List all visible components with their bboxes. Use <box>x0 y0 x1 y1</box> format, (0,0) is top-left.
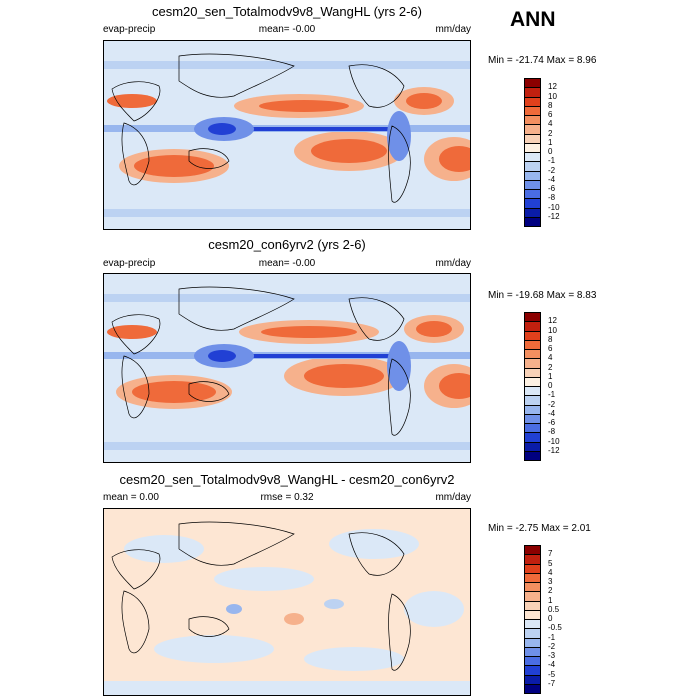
colorbar-label: 0 <box>548 381 553 390</box>
colorbar-label: 12 <box>548 316 557 326</box>
panel3-title: cesm20_sen_Totalmodv9v8_WangHL - cesm20_… <box>119 472 455 487</box>
panel2-mean: mean= -0.00 <box>258 258 316 269</box>
colorbar-label: 7 <box>548 549 553 559</box>
colorbar-label: 6 <box>548 344 553 353</box>
colorbar-label: -10 <box>548 436 560 446</box>
colorbar-label: -0.5 <box>548 623 562 633</box>
colorbar-label: -4 <box>548 408 556 418</box>
colorbar-label: 1 <box>548 137 553 147</box>
colorbar-label: -2 <box>548 641 556 651</box>
colorbar-label: 2 <box>548 362 553 372</box>
colorbar-label: 10 <box>548 325 557 335</box>
panel2-title: cesm20_con6yrv2 (yrs 2-6) <box>208 237 366 252</box>
colorbar-label: -2 <box>548 165 556 175</box>
colorbar-label: -1 <box>548 390 556 400</box>
colorbar-label: 4 <box>548 567 553 577</box>
panel3-rmse: rmse = 0.32 <box>260 492 314 503</box>
panel2-field <box>104 274 470 462</box>
colorbar-label: -1 <box>548 156 556 166</box>
colorbar-label: 0 <box>548 614 553 623</box>
colorbar-label: 0 <box>548 147 553 156</box>
panel1-map <box>103 40 471 230</box>
colorbar-label: -12 <box>548 445 560 455</box>
colorbar-label: -1 <box>548 632 556 642</box>
panel3-units: mm/day <box>435 492 471 503</box>
panel1-minmax: Min = -21.74 Max = 8.96 <box>488 55 597 66</box>
panel1-colorbar: 12 10 8 6 4 2 1 0 -1 -2 -4 -6 -8 -10 -12 <box>524 78 574 227</box>
panel1-mean: mean= -0.00 <box>258 24 316 35</box>
colorbar-label: -2 <box>548 399 556 409</box>
colorbar-label: -10 <box>548 202 560 212</box>
colorbar-label: 2 <box>548 586 553 596</box>
panel1-variable-label: evap-precip <box>103 24 156 35</box>
colorbar-swatch <box>524 450 541 461</box>
panel2-minmax: Min = -19.68 Max = 8.83 <box>488 290 597 301</box>
colorbar-label: -6 <box>548 184 556 193</box>
colorbar-swatch <box>524 216 541 227</box>
panel3-minmax: Min = -2.75 Max = 2.01 <box>488 523 591 534</box>
colorbar-label: 4 <box>548 119 553 129</box>
colorbar-label: -8 <box>548 193 556 203</box>
panel3-mean: mean = 0.00 <box>103 492 159 503</box>
colorbar-label: -4 <box>548 660 556 670</box>
colorbar-swatch <box>524 683 541 694</box>
colorbar-label: 0.5 <box>548 604 560 614</box>
colorbar-label: -6 <box>548 418 556 427</box>
colorbar-label: 12 <box>548 82 557 92</box>
colorbar-label: 8 <box>548 100 553 110</box>
colorbar-label: 5 <box>548 558 553 568</box>
panel2-units: mm/day <box>435 258 471 269</box>
panel1-title: cesm20_sen_Totalmodv9v8_WangHL (yrs 2-6) <box>152 4 422 19</box>
colorbar-label: 4 <box>548 353 553 363</box>
colorbar-label: -7 <box>548 678 556 688</box>
colorbar-label: 2 <box>548 128 553 138</box>
colorbar-label: -12 <box>548 211 560 221</box>
colorbar-label: 1 <box>548 595 553 605</box>
colorbar-label: -3 <box>548 651 556 660</box>
colorbar-label: -8 <box>548 427 556 437</box>
colorbar-label: -5 <box>548 669 556 679</box>
colorbar-label: 3 <box>548 577 553 586</box>
panel1-units: mm/day <box>435 24 471 35</box>
colorbar-label: 10 <box>548 91 557 101</box>
panel3-field <box>104 509 470 695</box>
colorbar-label: -4 <box>548 174 556 184</box>
panel2-map <box>103 273 471 463</box>
panel3-colorbar: 7 5 4 3 2 1 0.5 0 -0.5 -1 -2 -3 -4 -5 -7 <box>524 545 574 694</box>
panel2-colorbar: 12 10 8 6 4 2 1 0 -1 -2 -4 -6 -8 -10 -12 <box>524 312 574 461</box>
colorbar-label: 6 <box>548 110 553 119</box>
colorbar-label: 1 <box>548 371 553 381</box>
colorbar-label: 8 <box>548 334 553 344</box>
season-label: ANN <box>510 8 556 31</box>
panel3-map <box>103 508 471 696</box>
panel1-field <box>104 41 470 229</box>
panel2-variable-label: evap-precip <box>103 258 156 269</box>
